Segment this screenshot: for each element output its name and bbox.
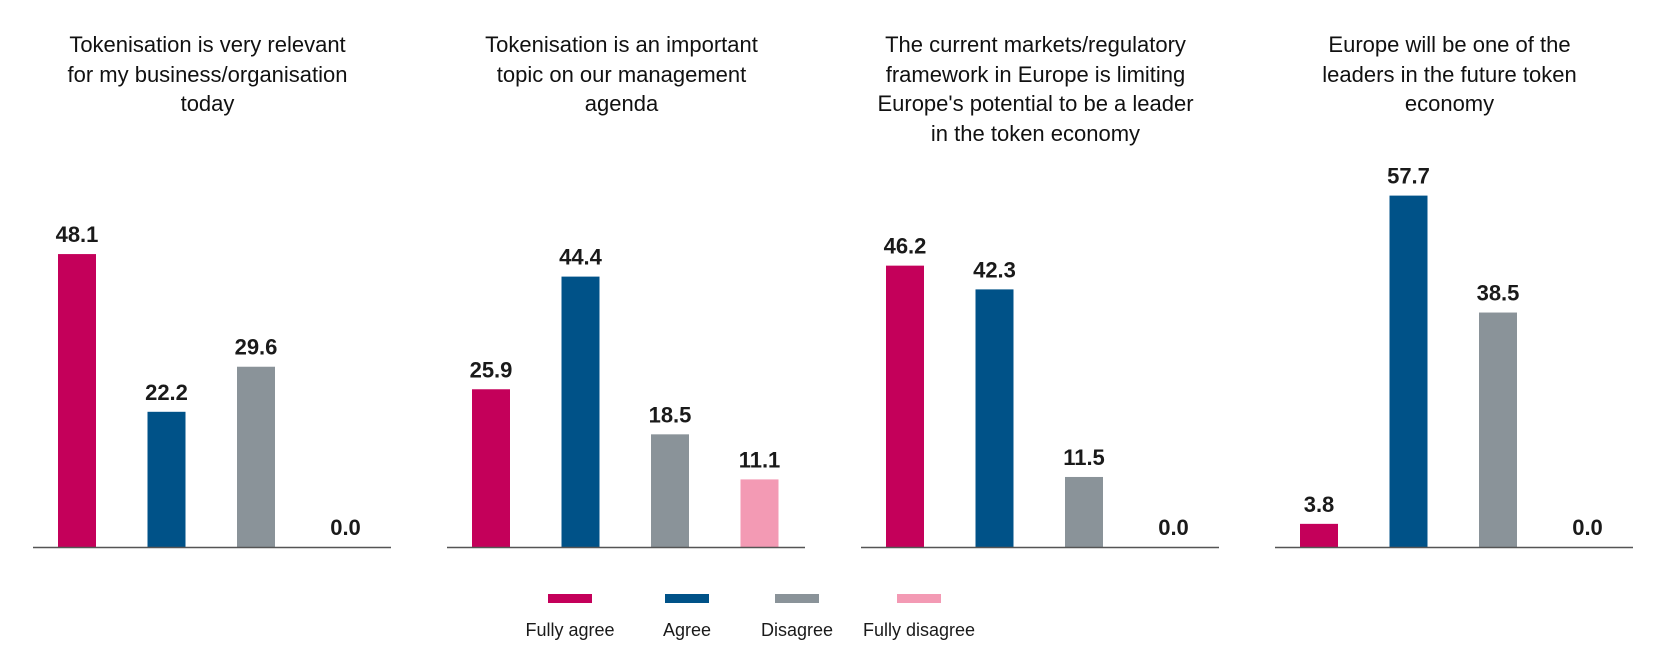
bar-agree	[147, 411, 186, 547]
bar-fully-disagree	[740, 479, 779, 547]
bar-chart: 25.9 44.4 18.5 11.1	[447, 245, 805, 549]
bar-disagree	[1065, 476, 1103, 547]
data-label: 29.6	[235, 335, 278, 360]
legend-swatch	[665, 594, 709, 603]
chart-panel-3: The current markets/regulatory framework …	[828, 0, 1243, 560]
bar-agree	[1389, 195, 1428, 547]
bar-fully-agree	[886, 265, 924, 547]
legend-swatch	[775, 594, 819, 603]
bar-disagree	[651, 434, 689, 547]
legend-label: Disagree	[760, 620, 834, 640]
data-label: 25.9	[470, 357, 513, 382]
data-label: 11.1	[739, 447, 781, 472]
data-label: 0.0	[1158, 515, 1189, 540]
data-label: 38.5	[1477, 281, 1520, 306]
data-label: 0.0	[1572, 515, 1603, 540]
chart-title: The current markets/regulatory framework …	[828, 30, 1243, 148]
data-label: 57.7	[1387, 164, 1430, 189]
chart-title-line: topic on our management	[496, 61, 747, 87]
chart-title-line: economy	[1404, 91, 1495, 116]
bar-fully-agree	[472, 389, 510, 547]
legend-item-disagree: Disagree	[727, 590, 867, 641]
bar-chart: 48.1 22.2 29.6 0.0	[33, 222, 391, 549]
chart-panel-1: Tokenisation is very relevant for my busi…	[0, 0, 415, 560]
chart-title-line: for my business/organisation	[67, 61, 348, 87]
chart-title-line: Europe's potential to be a leader	[877, 91, 1194, 116]
legend: Fully agree Agree Disagree Fully disagre…	[0, 590, 1654, 650]
bar-agree	[975, 289, 1014, 547]
data-label: 44.4	[559, 245, 603, 270]
data-label: 0.0	[330, 515, 361, 540]
chart-panel-2: Tokenisation is an important topic on our…	[414, 0, 829, 560]
legend-label: Agree	[662, 620, 712, 640]
legend-item-fully-disagree: Fully disagree	[849, 590, 989, 641]
bar-chart: 46.2 42.3 11.5 0.0	[861, 234, 1219, 549]
legend-swatch	[897, 594, 941, 603]
chart-title-line: Tokenisation is an important	[485, 32, 758, 57]
data-label: 48.1	[56, 222, 99, 247]
chart-title: Europe will be one of the leaders in the …	[1242, 30, 1654, 119]
data-label: 22.2	[145, 380, 188, 405]
data-label: 42.3	[973, 257, 1016, 282]
legend-item-agree: Agree	[617, 590, 757, 641]
bar-fully-agree	[58, 254, 96, 548]
chart-title-line: framework in Europe is limiting	[885, 61, 1186, 87]
chart-title-line: leaders in the future token	[1322, 61, 1577, 87]
chart-title-line: Tokenisation is very relevant	[69, 32, 346, 57]
chart-title-line: The current markets/regulatory	[885, 32, 1186, 57]
legend-label: Fully agree	[525, 620, 615, 640]
data-label: 3.8	[1304, 492, 1335, 517]
legend-item-fully-agree: Fully agree	[500, 590, 640, 641]
chart-title: Tokenisation is very relevant for my busi…	[0, 30, 415, 119]
chart-title-line: Europe will be one of the	[1328, 32, 1571, 57]
legend-swatch	[548, 594, 592, 603]
chart-title: Tokenisation is an important topic on our…	[414, 30, 829, 119]
chart-panel-4: Europe will be one of the leaders in the …	[1242, 0, 1654, 560]
bar-chart: 3.8 57.7 38.5 0.0	[1275, 164, 1633, 549]
bar-disagree	[1479, 312, 1517, 547]
legend-label: Fully disagree	[862, 620, 976, 640]
bar-disagree	[237, 366, 275, 547]
data-label: 11.5	[1063, 445, 1105, 470]
bar-fully-agree	[1300, 523, 1338, 547]
data-label: 46.2	[884, 234, 927, 259]
bar-agree	[561, 276, 600, 547]
data-label: 18.5	[649, 402, 692, 427]
chart-title-line: in the token economy	[930, 120, 1141, 146]
chart-title-line: agenda	[584, 91, 659, 116]
chart-title-line: today	[180, 91, 235, 116]
